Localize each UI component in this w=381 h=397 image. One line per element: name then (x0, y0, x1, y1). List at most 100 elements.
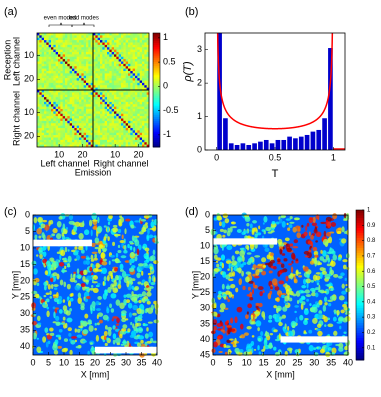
speckle (36, 346, 41, 352)
matrix-cell (60, 97, 63, 100)
speckle (117, 250, 121, 253)
matrix-cell (135, 140, 138, 143)
speckle (109, 261, 111, 265)
speckle (231, 266, 233, 272)
matrix-cell (51, 38, 54, 41)
x-tick-label: 15 (259, 357, 269, 367)
speckle (110, 255, 115, 258)
matrix-cell (77, 38, 80, 41)
matrix-cell (63, 45, 66, 48)
matrix-cell (58, 47, 61, 50)
matrix-cell (60, 81, 63, 84)
speckle (134, 256, 137, 261)
matrix-cell (133, 95, 136, 98)
matrix-cell (107, 71, 110, 74)
matrix-cell (39, 71, 42, 74)
matrix-cell (140, 83, 143, 86)
speckle (95, 323, 97, 326)
matrix-cell (140, 107, 143, 110)
y-axis-label: Y [mm] (190, 271, 200, 299)
matrix-cell (65, 85, 68, 88)
matrix-cell (140, 97, 143, 100)
matrix-cell (49, 126, 52, 129)
matrix-cell (107, 102, 110, 105)
matrix-cell (130, 66, 133, 69)
speckle (296, 271, 299, 274)
matrix-cell (74, 92, 77, 95)
matrix-cell (81, 76, 84, 79)
matrix-cell (53, 81, 56, 84)
matrix-cell (51, 126, 54, 129)
matrix-cell (63, 135, 66, 138)
matrix-cell (44, 71, 47, 74)
matrix-cell (84, 69, 87, 72)
matrix-cell (86, 43, 89, 46)
matrix-cell (133, 92, 136, 95)
matrix-cell (123, 114, 126, 117)
matrix-cell (60, 59, 63, 62)
matrix-cell (128, 140, 131, 143)
speckle (313, 247, 318, 251)
matrix-cell (72, 107, 75, 110)
matrix-cell (79, 130, 82, 133)
matrix-cell (67, 38, 70, 41)
matrix-cell (98, 83, 101, 86)
matrix-cell (112, 71, 115, 74)
matrix-cell (88, 62, 91, 65)
speckle (304, 330, 307, 333)
speckle (336, 322, 342, 324)
speckle (252, 220, 257, 223)
matrix-cell (112, 92, 115, 95)
matrix-cell (70, 76, 73, 79)
matrix-cell (123, 142, 126, 145)
matrix-cell (86, 33, 89, 36)
matrix-cell (81, 59, 84, 62)
speckle (52, 228, 57, 233)
matrix-cell (70, 33, 73, 36)
bar (264, 140, 269, 150)
matrix-cell (140, 140, 143, 143)
matrix-cell (98, 97, 101, 100)
matrix-cell (74, 138, 77, 141)
matrix-cell (128, 57, 131, 60)
matrix-cell (51, 133, 54, 136)
speckle (254, 227, 258, 231)
speckle (75, 285, 81, 291)
speckle (254, 276, 260, 279)
y-tick-label: 25 (200, 287, 210, 297)
speckle (283, 284, 286, 287)
speckle (232, 296, 234, 299)
speckle (124, 245, 126, 251)
matrix-cell (51, 33, 54, 36)
matrix-cell (39, 33, 42, 36)
matrix-cell (116, 126, 119, 129)
matrix-cell (49, 47, 52, 50)
matrix-cell (126, 111, 129, 114)
matrix-cell (63, 109, 66, 112)
matrix-cell (60, 33, 63, 36)
matrix-cell (114, 123, 117, 126)
matrix-cell (126, 45, 129, 48)
colorbar-tick-label: 0.9 (367, 223, 376, 229)
matrix-cell (107, 73, 110, 76)
matrix-cell (140, 95, 143, 98)
speckle (130, 322, 132, 325)
speckle (74, 246, 77, 249)
matrix-cell (53, 76, 56, 79)
matrix-cell (102, 133, 105, 136)
matrix-cell (39, 138, 42, 141)
matrix-cell (114, 128, 117, 131)
speckle (264, 230, 266, 234)
matrix-cell (109, 135, 112, 138)
matrix-cell (49, 33, 52, 36)
matrix-cell (123, 128, 126, 131)
matrix-cell (144, 102, 147, 105)
matrix-cell (135, 59, 138, 62)
matrix-cell (81, 100, 84, 103)
speckle (55, 321, 60, 326)
matrix-cell (137, 78, 140, 81)
matrix-cell (144, 135, 147, 138)
matrix-cell (105, 52, 108, 55)
speckle (254, 311, 259, 314)
matrix-cell (65, 104, 68, 107)
